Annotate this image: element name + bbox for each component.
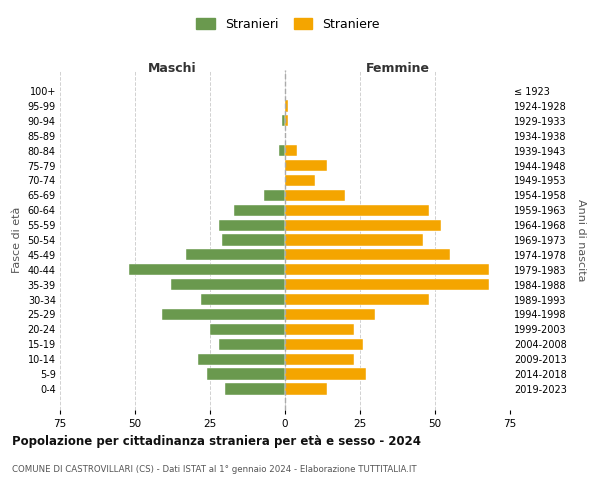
Bar: [285, 220, 441, 230]
Bar: [285, 294, 429, 305]
Legend: Stranieri, Straniere: Stranieri, Straniere: [193, 14, 383, 34]
Bar: [282, 115, 285, 126]
Bar: [285, 190, 345, 201]
Bar: [207, 368, 285, 380]
Text: COMUNE DI CASTROVILLARI (CS) - Dati ISTAT al 1° gennaio 2024 - Elaborazione TUTT: COMUNE DI CASTROVILLARI (CS) - Dati ISTA…: [12, 465, 416, 474]
Bar: [198, 354, 285, 365]
Y-axis label: Anni di nascita: Anni di nascita: [577, 198, 586, 281]
Text: Maschi: Maschi: [148, 62, 197, 74]
Bar: [162, 309, 285, 320]
Bar: [225, 384, 285, 394]
Text: Popolazione per cittadinanza straniera per età e sesso - 2024: Popolazione per cittadinanza straniera p…: [12, 435, 421, 448]
Bar: [210, 324, 285, 335]
Bar: [285, 115, 288, 126]
Bar: [285, 234, 423, 246]
Bar: [285, 160, 327, 171]
Bar: [129, 264, 285, 276]
Bar: [285, 324, 354, 335]
Bar: [201, 294, 285, 305]
Bar: [285, 100, 288, 112]
Bar: [285, 354, 354, 365]
Bar: [285, 175, 315, 186]
Bar: [285, 384, 327, 394]
Bar: [222, 234, 285, 246]
Bar: [219, 220, 285, 230]
Text: Femmine: Femmine: [365, 62, 430, 74]
Bar: [285, 368, 366, 380]
Bar: [264, 190, 285, 201]
Y-axis label: Fasce di età: Fasce di età: [12, 207, 22, 273]
Bar: [219, 338, 285, 350]
Bar: [285, 145, 297, 156]
Bar: [285, 338, 363, 350]
Bar: [285, 204, 429, 216]
Bar: [234, 204, 285, 216]
Bar: [279, 145, 285, 156]
Bar: [285, 279, 489, 290]
Bar: [186, 250, 285, 260]
Bar: [171, 279, 285, 290]
Bar: [285, 250, 450, 260]
Bar: [285, 309, 375, 320]
Bar: [285, 264, 489, 276]
